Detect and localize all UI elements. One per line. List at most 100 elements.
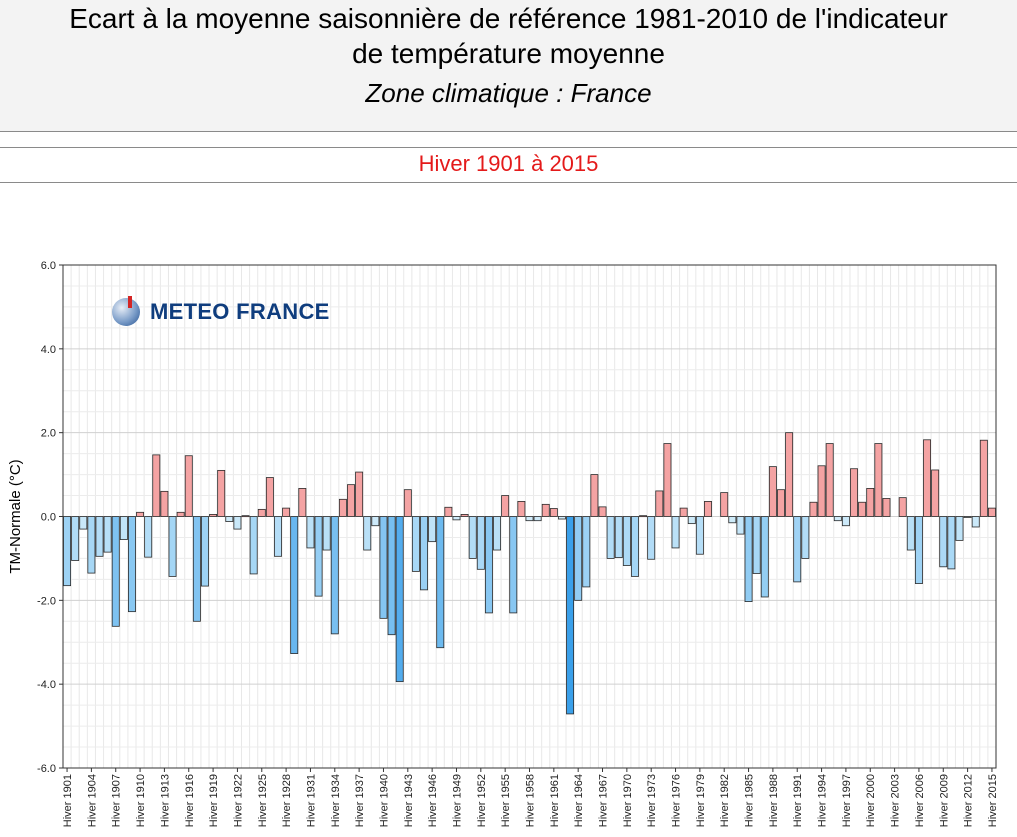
x-tick-label: Hiver 1922	[232, 774, 244, 827]
bar	[598, 506, 607, 517]
y-axis-title: TM-Normale (°C)	[7, 459, 24, 573]
bar	[987, 507, 996, 517]
meteo-france-globe-icon	[112, 296, 140, 326]
bar	[549, 508, 558, 517]
bar	[509, 516, 518, 614]
bar	[785, 432, 794, 517]
bar	[152, 454, 161, 517]
bar	[322, 516, 331, 551]
bar	[898, 497, 907, 517]
bar	[906, 516, 915, 551]
bar	[330, 516, 339, 635]
bar	[955, 516, 964, 541]
x-tick-label: Hiver 1907	[111, 774, 123, 827]
bar	[557, 516, 566, 520]
y-tick-label: -2.0	[37, 595, 56, 607]
bar	[590, 474, 599, 517]
bar	[736, 516, 745, 535]
x-tick-label: Hiver 2015	[987, 774, 999, 827]
bar	[768, 466, 777, 517]
bar	[274, 516, 282, 557]
bar	[914, 516, 923, 584]
bar	[647, 516, 656, 560]
bar	[225, 516, 234, 522]
bar	[622, 516, 631, 566]
x-tick-label: Hiver 1967	[598, 774, 610, 827]
bar	[574, 516, 583, 601]
bar	[744, 516, 753, 602]
bar	[290, 516, 299, 654]
bar	[809, 501, 818, 517]
bar	[444, 506, 453, 517]
x-tick-label: Hiver 1943	[403, 774, 415, 827]
bar	[720, 492, 729, 517]
bar	[606, 516, 615, 559]
bar	[241, 515, 250, 518]
bar	[387, 516, 396, 636]
x-tick-label: Hiver 1964	[573, 774, 585, 827]
y-tick-label: -4.0	[37, 679, 56, 691]
bar	[436, 516, 445, 649]
period-label: Hiver 1901 à 2015	[418, 151, 599, 176]
chart-title-line1: Ecart à la moyenne saisonnière de référe…	[69, 3, 948, 34]
bar	[687, 516, 696, 525]
bar	[209, 514, 218, 517]
bar	[695, 516, 704, 555]
bar	[931, 469, 940, 517]
bar	[923, 439, 931, 517]
bar	[136, 511, 145, 517]
bar	[655, 490, 664, 517]
bar	[777, 489, 785, 517]
header-panel	[0, 0, 1017, 131]
bar	[468, 516, 477, 559]
x-tick-label: Hiver 1937	[354, 774, 366, 827]
bar	[866, 488, 875, 517]
x-tick-label: Hiver 1949	[451, 774, 463, 827]
x-tick-label: Hiver 1910	[135, 774, 147, 827]
x-tick-label: Hiver 1916	[184, 774, 196, 827]
bar	[379, 516, 388, 619]
x-tick-label: Hiver 1901	[62, 774, 74, 827]
bar	[282, 507, 291, 517]
bar	[939, 516, 948, 568]
bar	[111, 516, 120, 627]
meteo-france-logo: METEO FRANCE	[112, 296, 330, 327]
bar	[582, 516, 591, 588]
bar	[614, 516, 623, 558]
bar	[95, 516, 104, 557]
bar	[801, 516, 810, 559]
x-tick-label: Hiver 1940	[378, 774, 390, 827]
x-tick-label: Hiver 1946	[427, 774, 439, 827]
bar	[971, 516, 980, 528]
bar	[371, 516, 380, 527]
bar	[850, 468, 858, 517]
bar	[882, 498, 891, 517]
bar	[760, 516, 769, 598]
bar	[517, 501, 526, 517]
bar	[428, 516, 437, 543]
bar	[265, 477, 274, 517]
y-tick-label: -6.0	[37, 763, 56, 775]
x-tick-label: Hiver 1928	[281, 774, 293, 827]
bar	[298, 488, 307, 517]
x-tick-label: Hiver 2006	[914, 774, 926, 827]
x-tick-label: Hiver 1958	[525, 774, 537, 827]
chart-subtitle: Zone climatique : France	[365, 78, 652, 108]
bar	[403, 489, 412, 517]
bar	[752, 516, 761, 574]
x-tick-label: Hiver 1988	[768, 774, 780, 827]
bar	[363, 516, 372, 551]
divider	[0, 131, 1017, 132]
bar-chart: 6.0 4.0 2.0 0.0 -2.0 -4.0 -6.0 TM-Normale (°C) H…	[7, 260, 999, 827]
bar	[979, 439, 988, 517]
bar	[306, 516, 315, 549]
bar	[452, 516, 461, 521]
bar	[728, 516, 737, 524]
y-tick-label: 4.0	[41, 344, 56, 356]
bar	[833, 516, 842, 522]
x-tick-label: Hiver 1961	[549, 774, 561, 827]
bar	[671, 516, 680, 549]
bar	[257, 508, 266, 517]
bar	[793, 516, 802, 583]
bar	[128, 516, 136, 613]
